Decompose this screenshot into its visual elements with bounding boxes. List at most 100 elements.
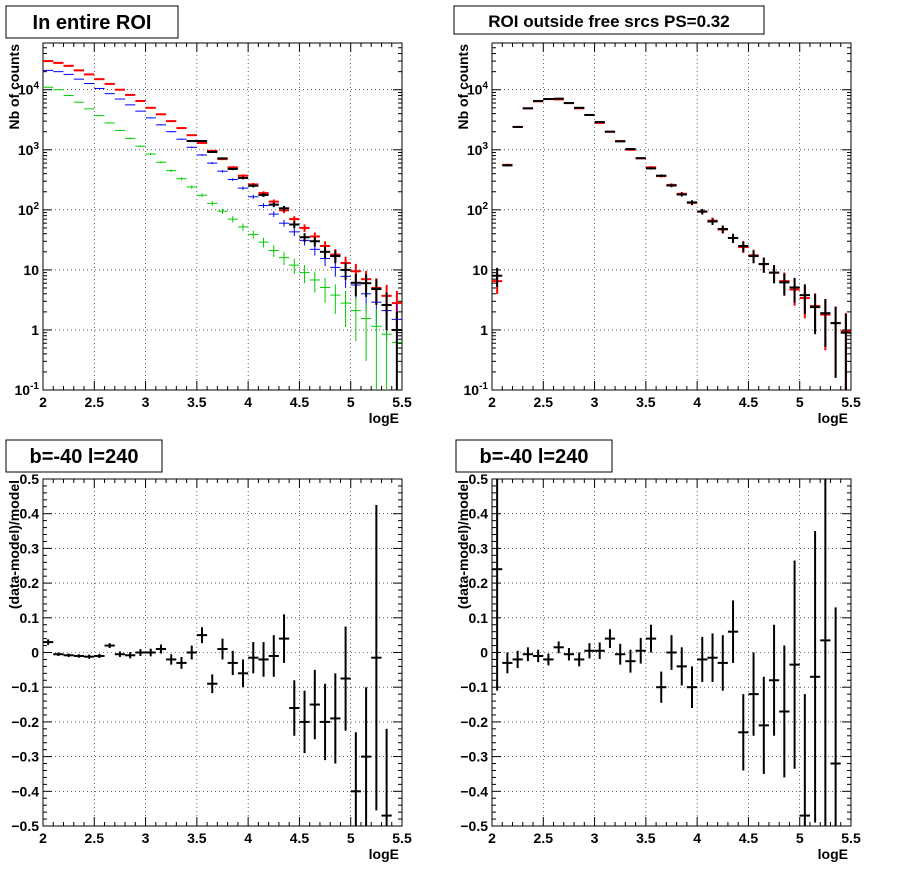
data-point — [768, 624, 780, 736]
x-tick-label: 4 — [693, 394, 701, 410]
data-point — [543, 98, 554, 101]
data-point — [84, 654, 95, 659]
data-point — [707, 218, 718, 225]
data-point — [686, 200, 698, 205]
data-point — [512, 650, 523, 669]
data-point — [391, 311, 402, 390]
x-tick-label: 2.5 — [534, 830, 554, 846]
data-point — [371, 505, 382, 811]
y-tick-label: 0.5 — [20, 471, 40, 487]
data-point — [615, 140, 626, 143]
data-point — [676, 647, 687, 686]
x-tick-label: 5 — [347, 394, 355, 410]
x-tick-label: 5.5 — [841, 394, 861, 410]
x-tick-label: 2 — [39, 394, 47, 410]
data-point — [237, 176, 249, 180]
data-point — [104, 643, 115, 648]
series-0 — [492, 98, 851, 390]
data-point — [717, 635, 728, 691]
data-point — [217, 157, 228, 160]
y-tick-label: 104 — [18, 81, 40, 98]
x-axis-label: logE — [818, 410, 848, 426]
data-point — [309, 271, 320, 293]
y-tick-label: −0.1 — [11, 679, 39, 695]
data-point — [563, 102, 575, 105]
y-tick-label: −0.5 — [460, 818, 488, 834]
data-point — [237, 186, 249, 190]
data-point — [319, 277, 331, 303]
chart-title: ROI outside free srcs PS=0.32 — [488, 12, 729, 31]
data-point — [717, 225, 728, 234]
y-tick-label: 10 — [472, 262, 488, 278]
x-tick-label: 5.5 — [392, 394, 412, 410]
data-point — [104, 93, 115, 95]
chart-top-right: 2 2.5 3 3.5 4 4.5 5 5.5 10-1 1 10 102 103 104 ROI outs… — [453, 5, 861, 426]
data-point — [799, 284, 810, 314]
data-point — [381, 292, 392, 331]
data-point — [186, 185, 197, 189]
data-point — [227, 650, 238, 676]
data-point — [574, 106, 585, 109]
data-point — [268, 635, 279, 677]
data-point — [176, 177, 187, 181]
data-point — [217, 638, 228, 660]
data-point — [330, 673, 341, 764]
data-point — [268, 245, 279, 257]
y-tick-label: −0.2 — [11, 714, 39, 730]
data-point — [748, 652, 759, 736]
data-point — [278, 219, 290, 227]
y-axis-label: Nb of counts — [455, 44, 471, 130]
y-tick-label: 10 — [23, 262, 39, 278]
y-tick-label: 102 — [467, 201, 489, 218]
data-point — [145, 153, 156, 155]
data-point — [114, 651, 126, 658]
data-point — [727, 600, 739, 663]
chart-title: In entire ROI — [33, 12, 152, 34]
data-point — [553, 97, 564, 100]
y-tick-label: −0.3 — [460, 749, 488, 765]
data-point — [166, 654, 177, 665]
data-point — [248, 642, 259, 674]
plot-frame — [42, 42, 403, 391]
x-tick-label: 2.5 — [85, 394, 105, 410]
data-point — [584, 643, 595, 659]
y-tick-label: −0.4 — [11, 783, 39, 799]
data-point — [625, 148, 636, 151]
data-point — [768, 265, 780, 284]
data-point — [84, 108, 95, 110]
data-point — [227, 216, 238, 223]
data-point — [748, 250, 759, 264]
data-point — [594, 121, 605, 124]
data-point — [94, 653, 105, 659]
y-tick-label: 1 — [31, 322, 39, 338]
y-tick-label: 0.3 — [469, 540, 489, 556]
data-point — [820, 479, 831, 826]
data-point — [114, 129, 126, 132]
y-axis-label: (data-model)/model — [455, 480, 471, 609]
data-point — [145, 117, 156, 119]
title-box — [5, 439, 163, 473]
y-tick-label: 0.3 — [20, 540, 40, 556]
x-tick-label: 5 — [796, 830, 804, 846]
data-point — [145, 106, 156, 109]
x-tick-label: 4.5 — [290, 830, 310, 846]
y-tick-label: 1 — [480, 322, 488, 338]
data-point — [73, 101, 85, 103]
data-point — [196, 141, 208, 144]
data-point — [196, 154, 208, 156]
data-point — [63, 653, 74, 658]
data-point — [820, 298, 831, 347]
y-axis-label: Nb of counts — [6, 44, 22, 130]
x-tick-label: 4 — [244, 394, 252, 410]
data-point — [207, 162, 218, 165]
data-point — [268, 202, 279, 208]
data-point — [543, 653, 554, 666]
data-point — [789, 277, 800, 303]
data-point — [196, 193, 208, 198]
data-point — [248, 194, 259, 199]
data-point — [227, 178, 238, 182]
data-point — [666, 183, 677, 188]
y-tick-label: 0.2 — [20, 575, 40, 591]
x-axis-label: logE — [369, 846, 399, 862]
